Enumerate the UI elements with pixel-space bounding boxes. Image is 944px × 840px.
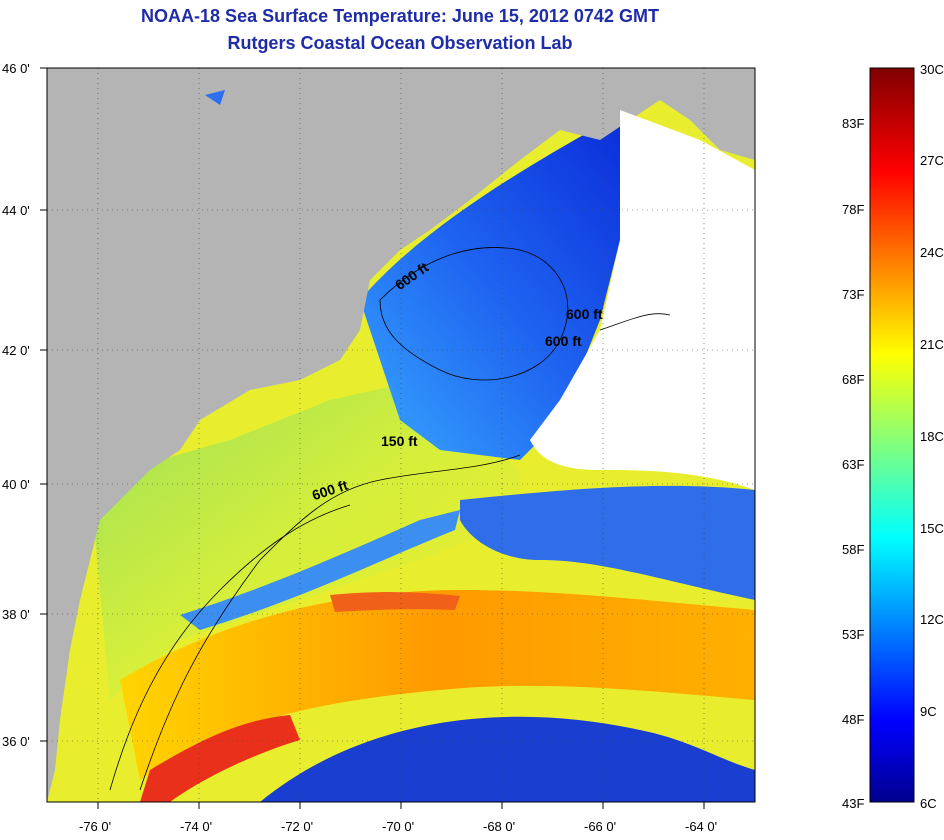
fahrenheit-tick-label: 73F (842, 287, 865, 302)
contour-line (109, 504, 351, 791)
lon-tick-label: -66 0' (584, 819, 617, 834)
fahrenheit-tick-label: 43F (842, 796, 865, 811)
celsius-tick-label: 30C (920, 62, 944, 77)
slope-cold-water (460, 485, 755, 600)
contour-line (379, 247, 569, 381)
celsius-tick-label: 27C (920, 153, 944, 168)
fahrenheit-tick-label: 48F (842, 712, 865, 727)
fahrenheit-tick-label: 58F (842, 542, 865, 557)
warm-streak (330, 592, 460, 612)
south-cold-water (260, 716, 755, 802)
celsius-tick-label: 24C (920, 245, 944, 260)
lat-tick-label: 40 0' (2, 477, 30, 492)
warm-core-red (140, 715, 300, 802)
lon-tick-label: -64 0' (685, 819, 718, 834)
map-title: NOAA-18 Sea Surface Temperature: June 15… (141, 6, 659, 26)
lat-tick-label: 42 0' (2, 343, 30, 358)
map-subtitle: Rutgers Coastal Ocean Observation Lab (227, 33, 573, 53)
colorbar-scale (869, 67, 915, 803)
lat-tick-label: 36 0' (2, 734, 30, 749)
contour-line (599, 313, 671, 331)
fahrenheit-tick-label: 83F (842, 116, 865, 131)
gulf-stream (120, 590, 755, 780)
lon-tick-label: -70 0' (382, 819, 415, 834)
fahrenheit-tick-label: 63F (842, 457, 865, 472)
celsius-tick-label: 15C (920, 521, 944, 536)
fahrenheit-tick-label: 53F (842, 627, 865, 642)
fahrenheit-tick-label: 78F (842, 202, 865, 217)
lat-tick-label: 46 0' (2, 61, 30, 76)
celsius-tick-label: 6C (920, 796, 937, 811)
cold-band (180, 510, 460, 630)
celsius-tick-label: 21C (920, 337, 944, 352)
lon-tick-label: -68 0' (483, 819, 516, 834)
contour-label: 600 ft (545, 333, 582, 349)
lat-tick-label: 38 0' (2, 607, 30, 622)
contour-line (139, 454, 521, 791)
lat-tick-label: 44 0' (2, 203, 30, 218)
lon-tick-label: -76 0' (79, 819, 112, 834)
fahrenheit-tick-label: 68F (842, 372, 865, 387)
contour-label: 600 ft (566, 306, 603, 322)
celsius-tick-label: 9C (920, 704, 937, 719)
cloud-area (530, 110, 755, 490)
land-mass (47, 68, 755, 802)
contour-label: 150 ft (381, 433, 418, 449)
inland-water (205, 90, 225, 105)
lon-tick-label: -72 0' (281, 819, 314, 834)
lon-tick-label: -74 0' (180, 819, 213, 834)
celsius-tick-label: 18C (920, 429, 944, 444)
gulf-of-maine (360, 120, 640, 460)
celsius-tick-label: 12C (920, 612, 944, 627)
